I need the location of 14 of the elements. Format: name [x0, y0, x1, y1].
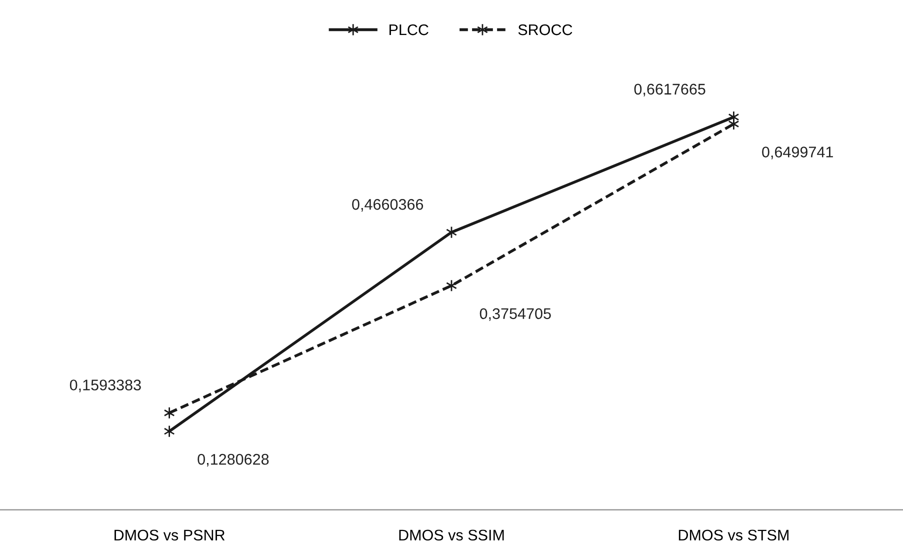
- legend-label: SROCC: [518, 24, 572, 36]
- data-label: 0,6617665: [634, 84, 706, 96]
- x-tick-label: DMOS vs PSNR: [114, 530, 225, 541]
- data-label: 0,6499741: [762, 146, 833, 160]
- data-label: 0,1280628: [198, 454, 269, 467]
- x-tick-label: DMOS vs SSIM: [399, 530, 504, 541]
- data-label: 0,4660366: [352, 199, 424, 212]
- point: [728, 118, 740, 130]
- legend-label: PLCC: [390, 24, 428, 36]
- data-label: 0,3754705: [480, 308, 551, 321]
- x-tick-label: DMOS vs STSM: [678, 530, 788, 541]
- data-label: 0,1593383: [70, 380, 141, 392]
- point: [164, 406, 175, 420]
- point: [164, 425, 175, 438]
